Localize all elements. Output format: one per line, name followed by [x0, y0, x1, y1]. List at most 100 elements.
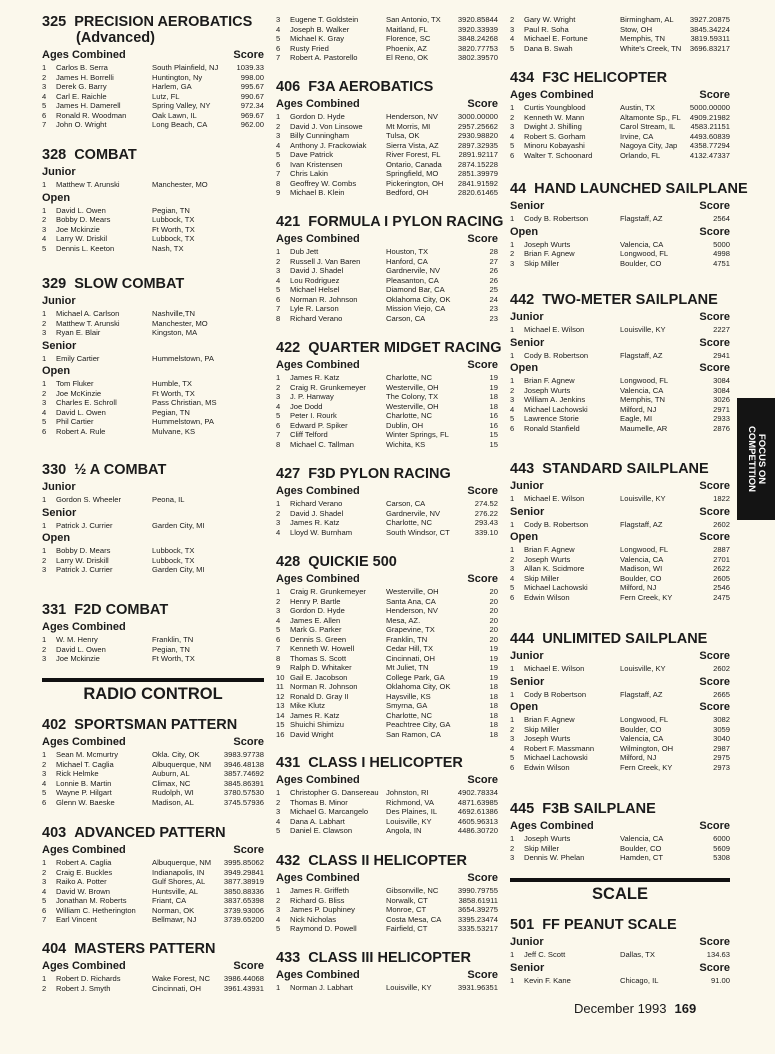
location: Stow, OH: [620, 24, 653, 34]
score: 293.43: [474, 518, 498, 527]
group-header: Open Score: [510, 531, 730, 544]
group-header: Ages Combined Score: [276, 872, 498, 885]
score: 3990.79755: [457, 886, 498, 895]
competitor-name: Patrick J. Currier: [56, 565, 113, 574]
group-label: Junior: [510, 650, 544, 662]
rank: 2: [42, 388, 47, 398]
result-row: 2 Joseph Wurts Valencia, CA 2701: [510, 555, 730, 565]
result-row: 5 Minoru Kobayashi Nagoya City, Jap 4358.77…: [510, 141, 730, 151]
score: 2546: [713, 583, 730, 592]
score: 3848.24268: [457, 34, 498, 43]
competitor-name: Michael Lachowski: [524, 404, 588, 414]
page-footer: December 1993 169: [574, 1001, 696, 1016]
rank: 6: [510, 423, 515, 433]
competitor-name: Cody B. Robertson: [524, 214, 589, 223]
event-name: QUICKIE 500: [308, 554, 397, 570]
rank: 2: [276, 797, 281, 807]
rank: 11: [276, 682, 284, 691]
location: Richmond, VA: [386, 797, 434, 807]
location: Milford, NJ: [620, 583, 657, 592]
location: Bellmawr, NJ: [152, 915, 197, 924]
location: Lubbock, TX: [152, 555, 195, 565]
group-header: Junior: [42, 295, 264, 308]
location: Charlotte, NC: [386, 411, 433, 420]
location: Lubbock, TX: [152, 234, 195, 243]
group-header: Senior Score: [510, 506, 730, 519]
score: 4358.77294: [689, 141, 730, 150]
location: Albuquerque, NM: [152, 759, 212, 769]
event-number: 325: [42, 14, 67, 30]
result-row: 5 Michael K. Gray Florence, SC 3848.24268: [276, 34, 498, 44]
competitor-name: Mark G. Parker: [290, 625, 342, 634]
score: 2701: [713, 554, 730, 564]
result-row: 1 Sean M. Mcmurtry Okla. City, OK 3983.9773…: [42, 750, 264, 760]
rank: 1: [42, 635, 47, 644]
rank: 1: [42, 750, 47, 759]
event-number: 431: [276, 755, 301, 771]
event-number: 422: [276, 340, 301, 356]
rank: 1: [42, 495, 47, 504]
score: 3059: [713, 724, 730, 734]
result-row: 5 Peter I. Rourk Charlotte, NC 16: [276, 411, 498, 421]
competitor-name: Jonathan M. Roberts: [56, 896, 127, 905]
score-header: Score: [467, 774, 498, 786]
result-row: 7 Lyle R. Larson Mission Viejo, CA 23: [276, 304, 498, 314]
event-number: 428: [276, 554, 301, 570]
score: 3084: [713, 385, 730, 395]
score: 18: [489, 392, 498, 401]
result-row: 6 Ronald R. Woodman Oak Lawn, IL 969.67: [42, 111, 264, 121]
result-row: 1 Cody B. Robertson Flagstaff, AZ 2941: [510, 351, 730, 361]
rank: 1: [510, 325, 515, 334]
location: Westerville, OH: [386, 587, 439, 596]
rank: 4: [510, 34, 515, 43]
location: Wilmington, OH: [620, 743, 674, 753]
event-section: 434 F3C HELICOPTER Ages Combined Score 1 Curt…: [510, 70, 730, 160]
page-number: 169: [674, 1001, 697, 1016]
location: Valencia, CA: [620, 385, 664, 395]
result-row: 4 Larry W. Driskil Lubbock, TX: [42, 234, 264, 244]
score-header: Score: [699, 311, 730, 323]
result-row: 1 Robert A. Caglia Albuquerque, NM 3995.850…: [42, 858, 264, 868]
result-row: 3 Eugene T. Goldstein San Antonio, TX 3920.…: [276, 15, 498, 25]
result-row: 5 Lawrence Storie Eagle, MI 2933: [510, 414, 730, 424]
side-tab-line-2: COMPETITION: [746, 426, 757, 492]
result-row: 3 Gordon D. Hyde Henderson, NV 20: [276, 606, 498, 616]
competitor-name: David L. Owen: [56, 205, 106, 215]
score: 134.63: [706, 950, 730, 959]
rank: 3: [276, 518, 281, 527]
location: Longwood, FL: [620, 715, 669, 724]
result-row: 2 Russell J. Van Baren Hanford, CA 27: [276, 257, 498, 267]
result-row: 4 Nick Nicholas Costa Mesa, CA 3395.23474: [276, 915, 498, 925]
competitor-name: Rick Helmke: [56, 769, 99, 778]
location: Pass Christian, MS: [152, 398, 217, 407]
location: Oklahoma City, OK: [386, 682, 451, 691]
result-row: 1 Jeff C. Scott Dallas, TX 134.63: [510, 950, 730, 960]
event-name: ½ A COMBAT: [74, 462, 167, 478]
location: Nashville,TN: [152, 309, 196, 318]
score: 3739.65200: [223, 915, 264, 924]
result-row: 2 Craig E. Buckles Indianapolis, IN 3949.29…: [42, 868, 264, 878]
competitor-name: Skip Miller: [524, 573, 560, 583]
rank: 1: [42, 63, 47, 72]
rank: 2: [510, 249, 515, 258]
competitor-name: Robert D. Richards: [56, 974, 121, 983]
group-header: Junior Score: [510, 650, 730, 663]
rank: 4: [276, 527, 281, 537]
score: 91.00: [710, 975, 730, 985]
score-header: Score: [699, 505, 730, 518]
competitor-name: Edwin Wilson: [524, 762, 570, 772]
rank: 5: [42, 896, 47, 905]
competitor-name: Skip Miller: [524, 724, 560, 734]
rank: 3: [276, 131, 281, 140]
competitor-name: Tom Fluker: [56, 379, 94, 388]
score: 15: [489, 430, 498, 439]
category-divider: SCALE: [510, 878, 730, 904]
rank: 7: [42, 120, 47, 129]
result-row: 2 Skip Miller Boulder, CO 5609: [510, 844, 730, 854]
rank: 2: [510, 554, 515, 564]
score: 27: [489, 256, 498, 266]
score: 2941: [713, 350, 730, 360]
location: Costa Mesa, CA: [386, 914, 442, 924]
group-label: Senior: [510, 200, 545, 212]
competitor-name: Brian F. Agnew: [524, 376, 575, 385]
